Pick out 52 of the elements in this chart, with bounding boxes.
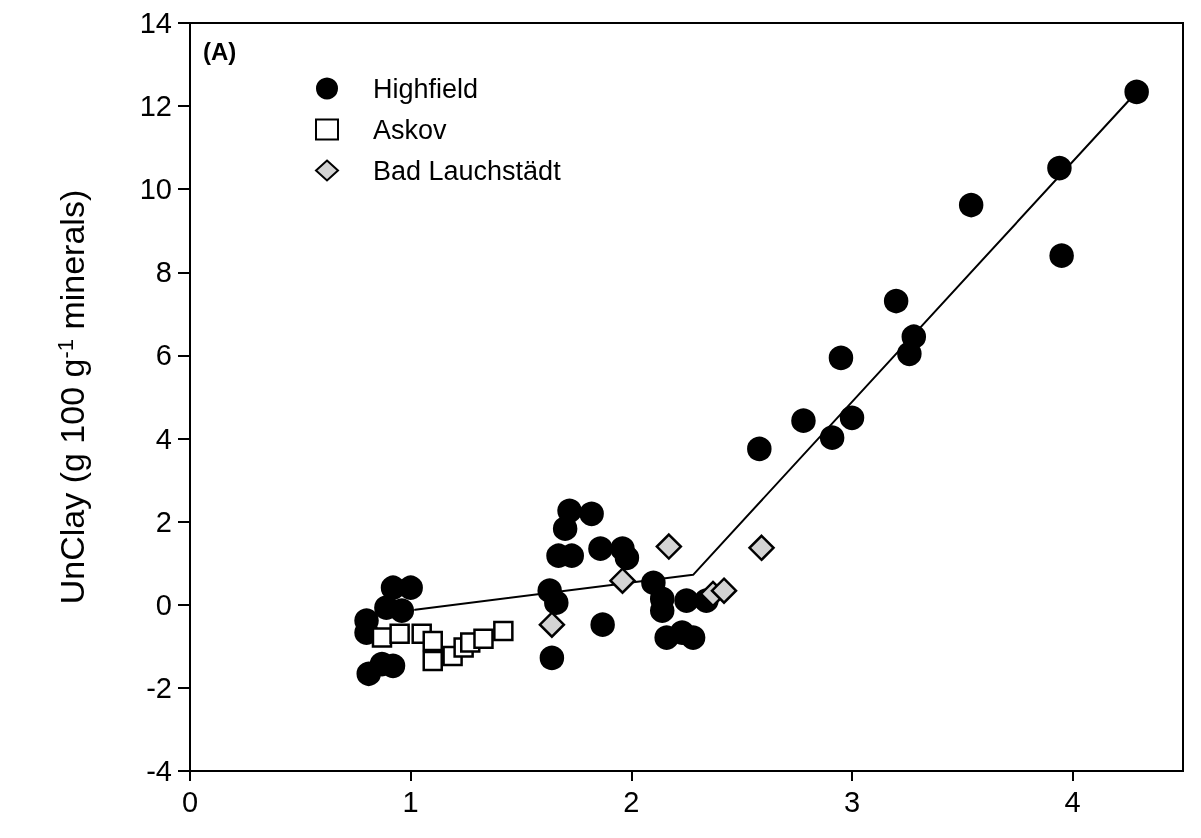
y-tick-label: 4: [155, 422, 172, 455]
point: [389, 623, 410, 645]
x-tick-label: 1: [402, 785, 419, 818]
point: [1049, 243, 1074, 268]
point: [588, 536, 613, 561]
y-axis-title: UnClay (g 100 g-1 minerals): [52, 189, 91, 605]
point: [1047, 155, 1072, 181]
y-tick-label: 12: [139, 90, 172, 123]
point: [544, 590, 569, 615]
point: [839, 405, 865, 431]
y-tick-label: 10: [139, 173, 172, 206]
y-tick-label: -4: [146, 755, 172, 787]
y-tick-label: 6: [155, 339, 172, 372]
point: [655, 533, 683, 560]
point: [493, 620, 514, 642]
x-tick-label: 2: [623, 785, 640, 818]
point: [828, 345, 854, 371]
point: [1124, 79, 1149, 105]
annotation: (A): [203, 37, 237, 65]
point: [680, 625, 706, 650]
y-tick-label: 0: [155, 588, 172, 621]
point: [609, 567, 636, 594]
x-tick-label: 0: [181, 785, 199, 818]
legend-label: Bad Lauchstädt: [373, 155, 562, 186]
point: [883, 288, 909, 314]
point: [538, 611, 566, 638]
point: [398, 575, 423, 600]
legend-label: Highfield: [373, 73, 479, 104]
point: [897, 341, 922, 367]
point: [422, 650, 443, 672]
legend-label: Askov: [373, 114, 448, 145]
point: [473, 628, 494, 650]
point: [747, 436, 772, 462]
point: [710, 577, 738, 604]
point: [590, 612, 615, 637]
y-tick-label: 8: [155, 256, 172, 289]
point: [389, 598, 415, 623]
x-tick-label: 3: [843, 785, 861, 818]
point: [748, 534, 775, 562]
point: [819, 425, 845, 450]
y-tick-label: -2: [146, 671, 172, 704]
point: [674, 588, 699, 613]
point: [539, 645, 565, 671]
point: [422, 630, 443, 652]
point: [958, 192, 984, 218]
y-tick-label: 14: [139, 7, 172, 39]
point: [579, 501, 604, 527]
x-tick-label: 4: [1064, 785, 1081, 818]
y-tick-label: 2: [155, 505, 172, 538]
point: [614, 545, 640, 571]
point: [791, 408, 816, 433]
point: [552, 516, 578, 541]
